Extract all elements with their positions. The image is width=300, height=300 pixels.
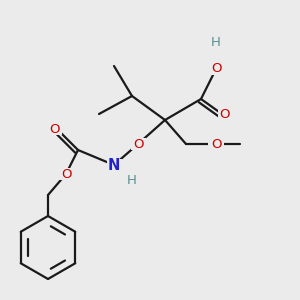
Bar — [58, 168, 74, 180]
Text: H: H — [211, 35, 221, 49]
Text: O: O — [133, 137, 143, 151]
Text: O: O — [49, 122, 59, 136]
Text: O: O — [211, 62, 221, 76]
Text: H: H — [127, 173, 137, 187]
Bar — [218, 108, 232, 120]
Bar — [208, 138, 224, 150]
Text: O: O — [61, 167, 71, 181]
Bar — [46, 123, 62, 135]
Bar — [208, 63, 224, 75]
Text: O: O — [211, 137, 221, 151]
Bar — [106, 159, 122, 171]
Bar — [130, 138, 146, 150]
Bar — [208, 36, 224, 48]
Text: N: N — [108, 158, 120, 172]
Text: O: O — [220, 107, 230, 121]
